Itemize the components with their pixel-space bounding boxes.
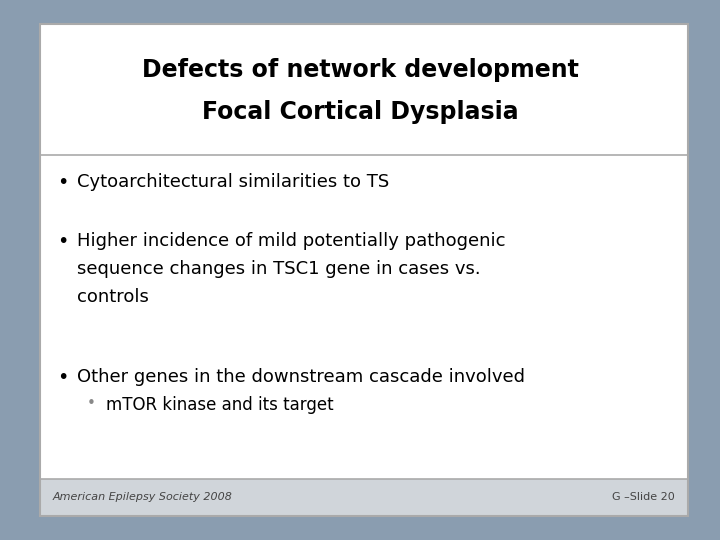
Text: American Epilepsy Society 2008: American Epilepsy Society 2008	[53, 492, 233, 502]
Text: •: •	[57, 173, 68, 192]
Bar	[40, 24, 688, 154]
Text: •: •	[57, 368, 68, 387]
Text: •: •	[87, 396, 96, 411]
Text: Higher incidence of mild potentially pathogenic: Higher incidence of mild potentially pat…	[77, 232, 505, 249]
Text: sequence changes in TSC1 gene in cases vs.: sequence changes in TSC1 gene in cases v…	[77, 260, 481, 278]
Text: controls: controls	[77, 288, 149, 306]
Bar	[40, 24, 688, 516]
Text: Cytoarchitectural similarities to TS: Cytoarchitectural similarities to TS	[77, 173, 390, 191]
Text: G –Slide 20: G –Slide 20	[612, 492, 675, 502]
Text: Focal Cortical Dysplasia: Focal Cortical Dysplasia	[202, 99, 518, 124]
Text: Defects of network development: Defects of network development	[142, 58, 578, 82]
Text: mTOR kinase and its target: mTOR kinase and its target	[106, 396, 333, 414]
Bar	[40, 154, 688, 479]
Text: Other genes in the downstream cascade involved: Other genes in the downstream cascade in…	[77, 368, 525, 386]
Bar	[40, 479, 688, 516]
Text: •: •	[57, 232, 68, 251]
